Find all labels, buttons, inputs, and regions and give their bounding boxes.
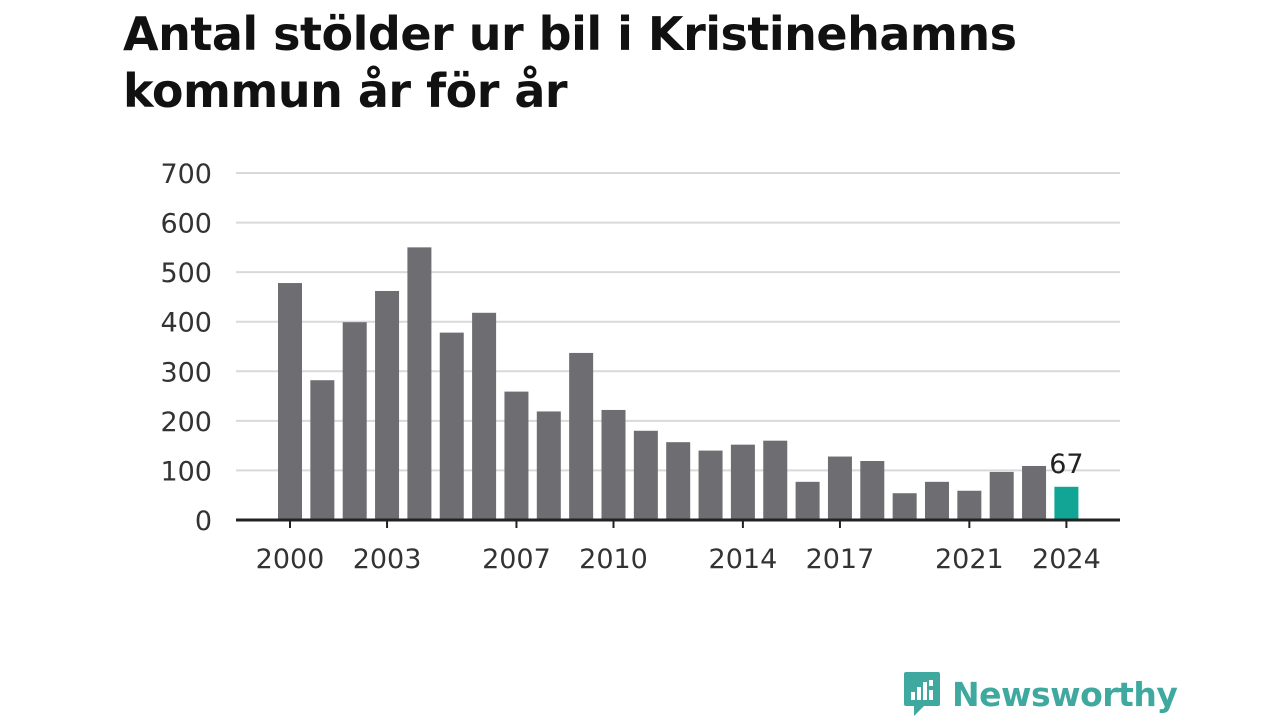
bar-2019	[892, 493, 917, 520]
x-axis	[236, 518, 1120, 528]
chart-title: Antal stölder ur bil i Kristinehamns kom…	[123, 7, 1017, 118]
bar-2007	[504, 391, 529, 520]
bar-2021	[957, 490, 982, 520]
bar-2024	[1054, 486, 1079, 520]
bar-2018	[860, 461, 885, 520]
value-labels: 67	[1049, 449, 1083, 480]
y-tick-label: 100	[160, 456, 212, 487]
brand-name: Newsworthy	[952, 674, 1178, 714]
y-tick-label: 300	[160, 357, 212, 388]
bar-2000	[278, 283, 302, 520]
y-tick-label: 500	[160, 258, 212, 289]
x-tick-label: 2000	[256, 544, 325, 575]
bar-2002	[342, 322, 367, 520]
y-axis-ticks: 0 100 200 300 400 500 600 700	[160, 159, 212, 537]
y-tick-label: 400	[160, 308, 212, 339]
x-tick-label: 2003	[353, 544, 422, 575]
bar-2020	[925, 481, 949, 520]
bar-2004	[407, 247, 432, 520]
x-tick-label: 2021	[935, 544, 1004, 575]
bar-2012	[666, 442, 691, 520]
x-tick-label: 2024	[1032, 544, 1101, 575]
bar-2023	[1022, 465, 1047, 520]
bar-2022	[989, 471, 1014, 520]
newsworthy-icon	[904, 672, 940, 716]
y-tick-label: 700	[160, 159, 212, 190]
newsworthy-logo: Newsworthy	[902, 670, 1178, 718]
value-label-2024: 67	[1049, 449, 1083, 480]
bar-2009	[569, 352, 594, 520]
bar-2015	[763, 440, 788, 520]
x-tick-label: 2010	[579, 544, 648, 575]
bar-2014	[730, 444, 755, 520]
x-tick-label: 2017	[806, 544, 875, 575]
y-tick-label: 0	[195, 506, 212, 537]
x-axis-ticks: 2000 2003 2007 2010 2014 2017 2021 2024	[256, 544, 1101, 575]
bar-2010	[601, 409, 626, 520]
bar-2005	[439, 332, 464, 520]
bar-2013	[698, 450, 723, 520]
bar-2016	[795, 481, 820, 520]
x-tick-label: 2014	[709, 544, 778, 575]
bars	[278, 247, 1079, 520]
bar-2008	[536, 411, 561, 520]
bar-2001	[310, 380, 335, 520]
bar-2011	[633, 430, 658, 520]
bar-2006	[472, 312, 497, 520]
y-tick-label: 200	[160, 407, 212, 438]
grid-lines	[236, 172, 1120, 472]
bar-2003	[375, 290, 400, 520]
x-tick-label: 2007	[482, 544, 551, 575]
bar-2017	[827, 456, 852, 520]
y-tick-label: 600	[160, 209, 212, 240]
